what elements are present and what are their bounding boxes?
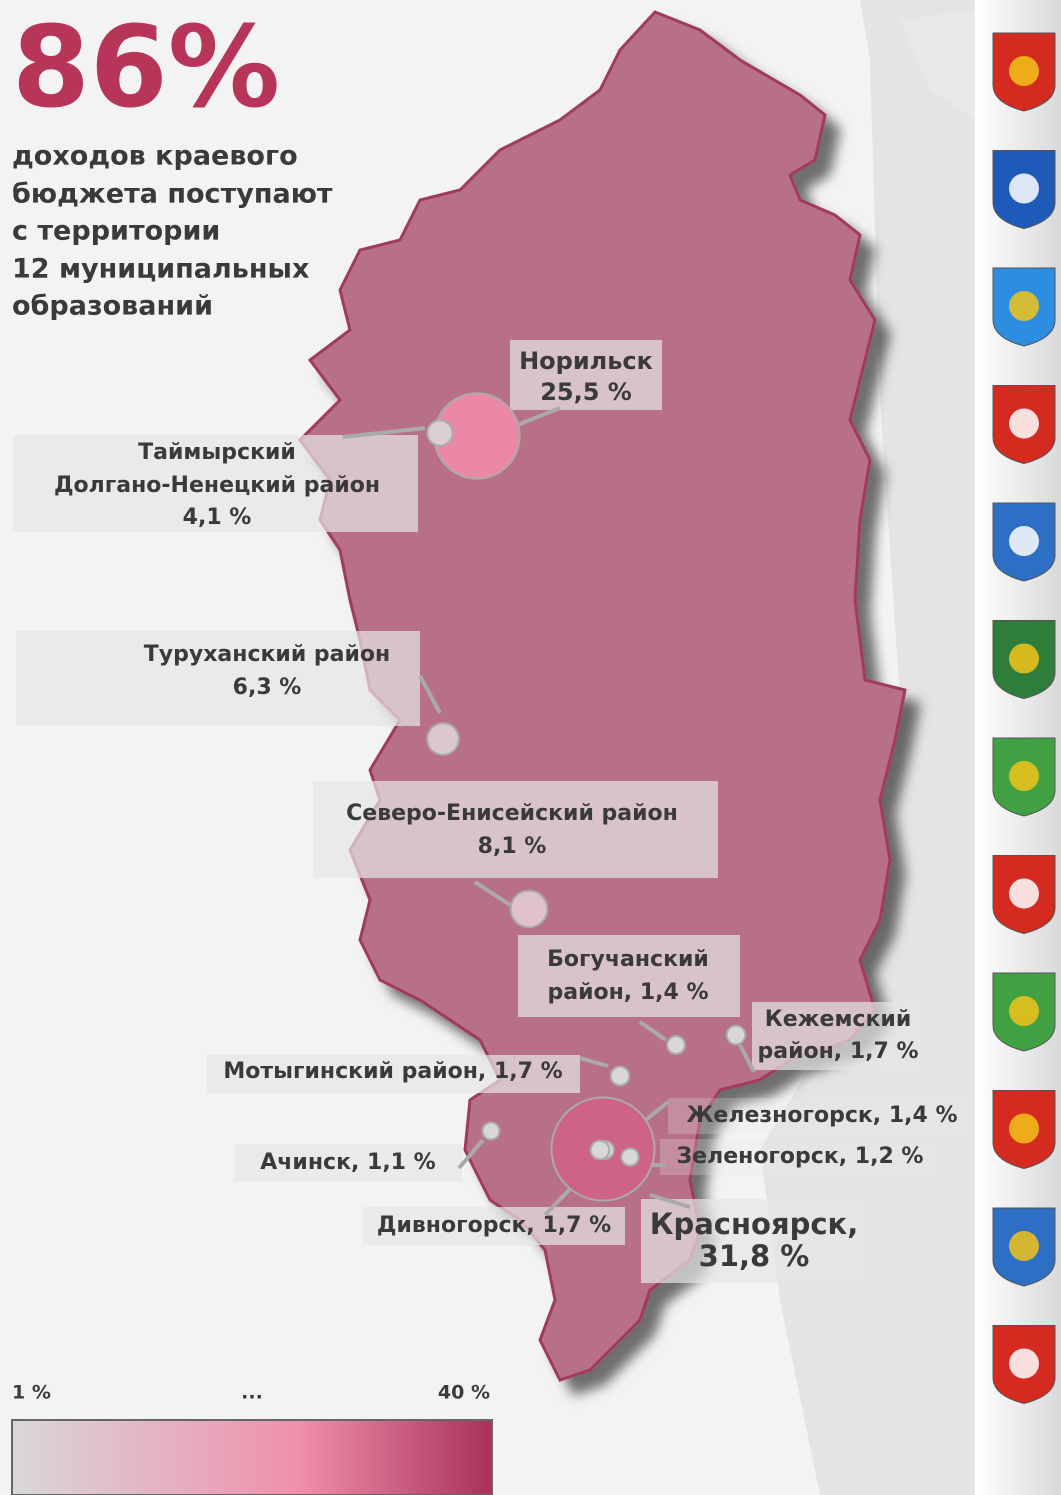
coat-emblem <box>1009 996 1039 1026</box>
region-bubble <box>609 1065 631 1087</box>
label-box <box>510 340 662 410</box>
coat-emblem <box>1009 291 1039 321</box>
region-label: 8,1 % <box>478 834 547 859</box>
region-label: Туруханский район <box>144 642 390 667</box>
region-bubble <box>481 1121 501 1141</box>
leader-line <box>418 675 442 714</box>
neighbour-land <box>760 0 975 1495</box>
region-label: район, 1,4 % <box>547 980 708 1005</box>
label-box <box>363 1207 625 1245</box>
label-box <box>660 1139 940 1175</box>
coat-emblem <box>1009 878 1039 909</box>
coat-emblem <box>1009 526 1039 556</box>
description-line: доходов краевого <box>12 141 298 172</box>
region-label: 25,5 % <box>540 378 632 406</box>
description-line: образований <box>12 291 213 322</box>
label-box <box>668 1098 968 1134</box>
region-bubble <box>426 419 454 447</box>
coat-emblem <box>1009 643 1039 674</box>
region-label: Кежемский <box>765 1007 912 1032</box>
region-label: Зеленогорск, 1,2 % <box>677 1144 924 1169</box>
description-line: бюджета поступают <box>12 179 333 210</box>
legend-min: 1 % <box>12 1382 51 1404</box>
leader-line <box>342 426 426 439</box>
region-label: Железногорск, 1,4 % <box>686 1103 957 1128</box>
region-label: Долгано-Ненецкий район <box>54 473 380 498</box>
region-label: Дивногорск, 1,7 % <box>377 1213 611 1238</box>
label-box <box>752 1002 922 1070</box>
label-box <box>234 1144 462 1182</box>
label-box <box>207 1055 580 1093</box>
leader-line <box>579 1056 609 1068</box>
coat-emblem <box>1009 408 1039 439</box>
region-label: район, 1,7 % <box>757 1039 918 1064</box>
coats-of-arms <box>992 32 1056 1405</box>
leader-line <box>738 1044 756 1073</box>
leader-line <box>649 1193 691 1209</box>
region-label: Северо-Енисейский район <box>346 801 678 826</box>
coat-emblem <box>1009 1231 1039 1261</box>
coat-emblem <box>1009 56 1039 86</box>
legend-mid: ... <box>241 1382 263 1404</box>
coat-emblem <box>1009 1348 1039 1379</box>
legend-max: 40 % <box>438 1382 490 1404</box>
legend-scale <box>11 1419 493 1495</box>
label-box <box>16 631 420 726</box>
region-bubble <box>725 1024 747 1046</box>
headline: 86% <box>12 3 280 133</box>
region-bubble <box>509 889 549 929</box>
coat-emblem <box>1009 761 1039 791</box>
label-box <box>13 435 418 532</box>
region-bubble <box>620 1147 640 1167</box>
region-label: Красноярск, <box>650 1207 858 1241</box>
region-bubble <box>666 1035 686 1055</box>
region-label: 31,8 % <box>699 1239 810 1273</box>
label-box <box>313 781 718 878</box>
region-label: Таймырский <box>138 440 296 465</box>
region-bubble <box>589 1139 611 1161</box>
region-label: 6,3 % <box>233 675 302 700</box>
region-label: 4,1 % <box>183 505 252 530</box>
region-label: Богучанский <box>547 947 709 972</box>
description-line: с территории <box>12 216 220 247</box>
coat-emblem <box>1009 173 1039 204</box>
region-bubble <box>426 722 460 756</box>
region-label: Норильск <box>519 347 653 375</box>
region-label: Мотыгинский район, 1,7 % <box>223 1059 562 1084</box>
region-label: Ачинск, 1,1 % <box>260 1150 435 1175</box>
description-line: 12 муниципальных <box>12 254 309 285</box>
label-box <box>518 935 740 1017</box>
neighbour-land <box>900 10 975 120</box>
label-box <box>641 1199 869 1283</box>
leader-line <box>638 1020 668 1042</box>
leader-line <box>516 406 561 427</box>
leader-line <box>473 880 512 907</box>
leader-line <box>457 1138 485 1170</box>
coat-emblem <box>1009 1113 1039 1144</box>
